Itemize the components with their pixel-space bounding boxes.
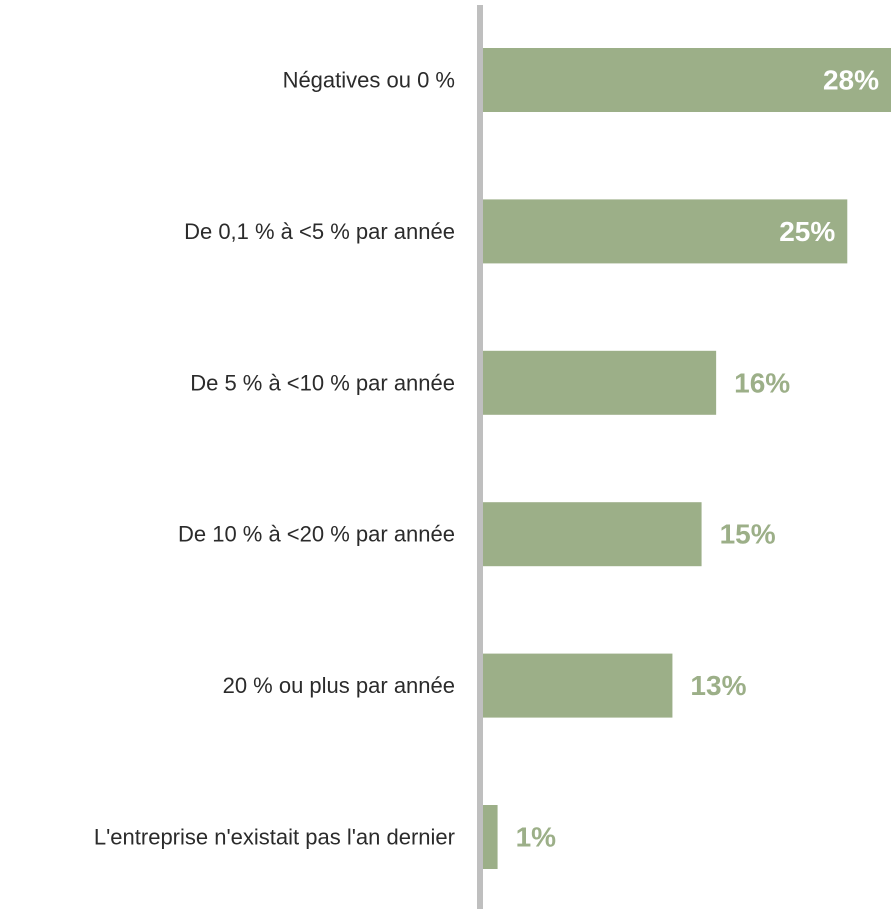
bars: [483, 48, 891, 869]
category-label: Négatives ou 0 %: [283, 68, 455, 93]
bar: [483, 350, 717, 415]
bar: [483, 502, 702, 567]
bar: [483, 653, 673, 718]
category-label: De 0,1 % à <5 % par année: [184, 219, 455, 244]
bar: [483, 805, 498, 869]
value-label: 1%: [516, 822, 557, 853]
category-label: De 5 % à <10 % par année: [190, 370, 455, 395]
value-label: 16%: [734, 367, 790, 398]
value-label: 13%: [690, 670, 746, 701]
category-label: L'entreprise n'existait pas l'an dernier: [94, 825, 455, 850]
category-labels: Négatives ou 0 % De 0,1 % à <5 % par anné…: [94, 68, 455, 850]
value-label: 15%: [720, 519, 776, 550]
bar: [483, 48, 891, 112]
category-label: De 10 % à <20 % par année: [178, 522, 455, 547]
value-label: 25%: [779, 216, 835, 247]
category-label: 20 % ou plus par année: [223, 673, 455, 698]
bar: [483, 199, 848, 264]
value-label: 28%: [823, 65, 879, 96]
value-labels: 28% 25% 16% 15% 13% 1%: [516, 65, 880, 853]
